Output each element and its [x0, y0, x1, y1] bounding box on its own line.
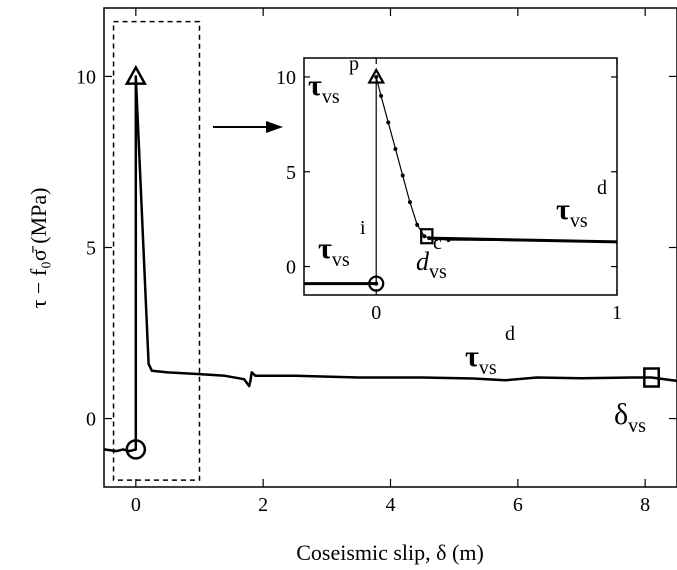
square-marker	[420, 228, 434, 245]
inset-tau-d-label: τvs	[556, 193, 588, 232]
circle-marker	[368, 275, 385, 292]
square-marker	[643, 367, 660, 388]
inset-tau-i-sup: i	[360, 217, 366, 239]
y-tick-label: 10	[76, 66, 96, 88]
main-ticks	[104, 8, 677, 487]
sample-point	[386, 120, 391, 125]
y-axis-title: τ − f₀σ̄ (MPa)	[26, 188, 51, 309]
x-tick-label: 0	[131, 494, 141, 516]
x-tick-label: 1	[612, 302, 622, 324]
x-tick-label: 0	[371, 302, 381, 324]
zoom-arrow	[213, 121, 283, 133]
main-delta-label: δvs	[614, 398, 646, 437]
main-tau-d-label: τvs	[465, 340, 497, 379]
x-tick-label: 8	[640, 494, 650, 516]
sample-point	[415, 222, 420, 227]
x-tick-label: 4	[386, 494, 396, 516]
sample-point	[400, 173, 405, 178]
inset-markers	[367, 67, 434, 292]
sample-point	[407, 200, 412, 205]
main-series-line	[103, 75, 677, 453]
y-tick-label: 5	[86, 238, 96, 260]
main-tau-d-sup: d	[505, 323, 515, 345]
y-tick-label: 5	[286, 162, 296, 184]
inset-tau-i-label: τvs	[318, 232, 350, 271]
inset-sample-points	[304, 74, 618, 286]
inset-dc-label: dvs	[416, 247, 447, 283]
inset-ticks	[304, 58, 618, 295]
inset-tau-p-label: τvs	[308, 69, 340, 108]
sample-point	[379, 93, 384, 98]
y-tick-label: 0	[286, 257, 296, 279]
inset-frame	[303, 57, 618, 296]
main-markers	[124, 64, 660, 460]
triangle-marker	[124, 64, 147, 85]
zoom-highlight-box	[112, 20, 201, 481]
inset-tau-d-sup: d	[597, 177, 607, 199]
inset-dc-sup: c	[433, 232, 442, 254]
triangle-marker	[367, 67, 386, 84]
inset-tau-p-sup: p	[349, 53, 359, 75]
circle-marker	[125, 439, 147, 460]
sample-point	[422, 234, 427, 239]
y-tick-label: 0	[86, 409, 96, 431]
x-tick-label: 2	[258, 494, 268, 516]
x-axis-title: Coseismic slip, δ (m)	[296, 540, 484, 565]
sample-point	[393, 147, 398, 152]
inset-dynamic-segment	[429, 236, 618, 244]
x-tick-label: 6	[513, 494, 523, 516]
sample-point	[374, 74, 379, 79]
y-tick-label: 10	[276, 67, 296, 89]
